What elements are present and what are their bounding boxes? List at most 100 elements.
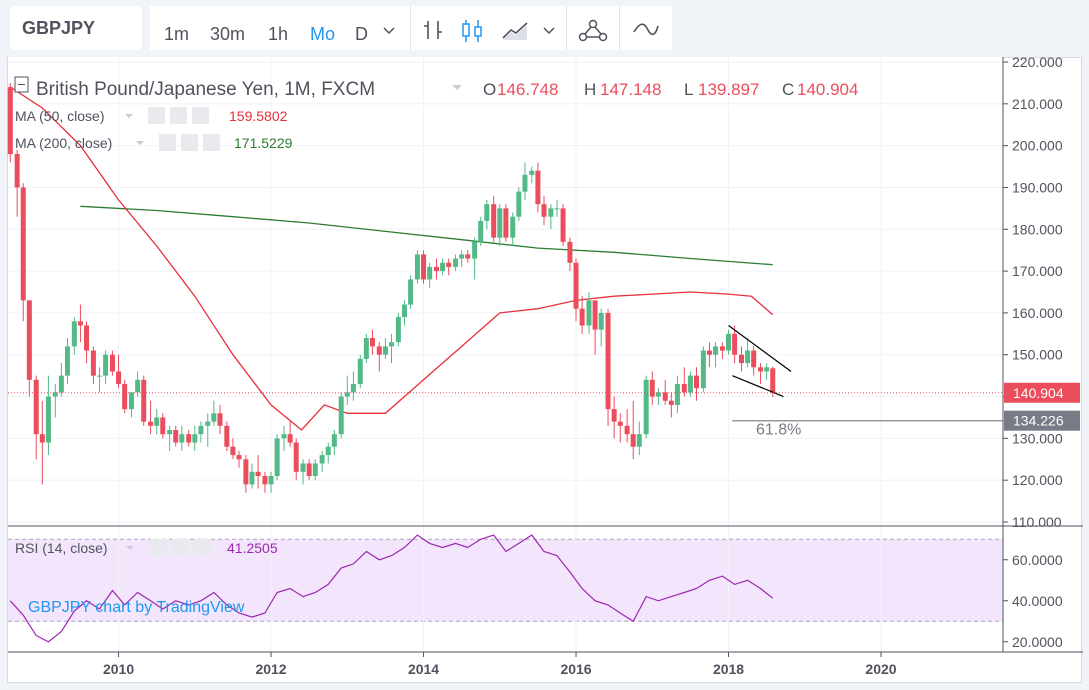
candle-body [738,354,744,364]
indicators-group [567,6,619,50]
candle-body [446,262,452,267]
chevron-down-icon[interactable] [136,141,144,145]
chevron-down-icon[interactable] [125,114,133,118]
candle-body [579,308,585,326]
candle-body [700,350,706,389]
compare-icon[interactable] [632,22,660,36]
candle-body [567,241,573,263]
y-tick-label: 130.000 [1012,430,1063,446]
y-tick-label: 160.000 [1012,305,1063,321]
visibility-icon[interactable] [159,134,176,151]
candle-body [459,254,465,259]
visibility-icon[interactable] [150,539,167,556]
symbol-label: GBPJPY [22,18,96,38]
close-icon[interactable] [194,539,211,556]
x-tick-label: 2020 [865,661,896,677]
candle-body [141,379,147,422]
candlestick-icon[interactable] [459,18,485,44]
candle-body [503,208,509,238]
candle-layer [7,82,776,493]
candle-body [39,434,45,443]
candle-body [160,417,166,435]
ma50-value: 159.5802 [229,108,288,124]
candle-body [592,300,598,330]
chevron-down-icon[interactable] [126,546,134,550]
candle-body [662,392,668,401]
candle-body [719,346,725,351]
chevron-down-icon[interactable] [452,85,462,90]
last-price-tag-label: 140.904 [1013,385,1064,401]
settings-icon[interactable] [181,134,198,151]
candle-body [64,346,70,376]
candle-body [58,375,64,393]
visibility-icon[interactable] [148,107,165,124]
candle-body [71,321,77,347]
close-icon[interactable] [192,107,209,124]
ma50-label: MA (50, close) [15,108,104,124]
x-tick-label: 2012 [255,661,286,677]
candle-body [453,258,459,267]
ma200-line [80,205,773,266]
candle-body [758,367,764,372]
chevron-down-icon[interactable] [543,26,555,36]
rsi-value: 41.2505 [227,540,278,556]
interval-30m[interactable]: 30m [210,24,246,44]
axis-layer: 110.000120.000130.000140.000150.000160.0… [8,54,1083,677]
close-label: C [782,80,794,99]
candle-body [548,208,554,217]
candle-body [217,413,223,426]
candle-body [268,476,274,485]
ma200-label: MA (200, close) [15,135,112,151]
candle-body [350,384,356,393]
open-value: 146.748 [497,80,558,99]
chevron-down-icon[interactable] [383,26,395,36]
toolbar-divider [619,6,620,50]
candle-body [630,434,636,447]
candle-body [497,208,503,238]
candle-body [472,241,478,259]
candle-body [770,368,776,393]
candle-body [726,333,732,351]
candle-body [224,425,230,447]
x-tick-label: 2018 [713,661,744,677]
close-value: 140.904 [797,80,858,99]
trendline [728,324,792,372]
candle-body [617,421,623,426]
rsi-y-tick-label: 20.0000 [1012,634,1063,650]
trendline [732,375,784,398]
candle-body [312,463,318,476]
close-icon[interactable] [203,134,220,151]
candle-body [674,384,680,405]
candle-body [154,417,160,426]
watermark[interactable]: GBPJPY chart by TradingView [28,599,245,616]
interval-mo[interactable]: Mo [310,24,336,44]
candle-body [274,438,280,476]
settings-icon[interactable] [172,539,189,556]
main-pane-bg [8,57,1003,527]
candle-body [363,338,369,359]
candle-body [344,392,350,397]
bar-chart-icon[interactable] [421,18,445,42]
candle-body [109,354,115,372]
fib-price-tag [1004,410,1080,431]
x-tick-label: 2010 [103,661,134,677]
candle-body [14,154,20,188]
indicators-icon[interactable] [577,18,609,44]
y-tick-label: 170.000 [1012,263,1063,279]
y-tick-label: 200.000 [1012,138,1063,154]
candle-body [293,442,299,472]
settings-icon[interactable] [170,107,187,124]
interval-d[interactable]: D [355,24,368,44]
interval-1m[interactable]: 1m [164,24,190,44]
candle-body [192,434,198,443]
rsi-y-tick-label: 60.0000 [1012,552,1063,568]
ma200-layer [80,205,773,266]
interval-1h[interactable]: 1h [268,24,289,44]
candle-body [186,434,192,443]
candle-body [491,204,497,238]
candle-body [382,346,388,355]
candle-body [205,421,211,426]
area-chart-icon[interactable] [501,18,531,42]
symbol-search-button[interactable]: GBPJPY [10,6,142,50]
